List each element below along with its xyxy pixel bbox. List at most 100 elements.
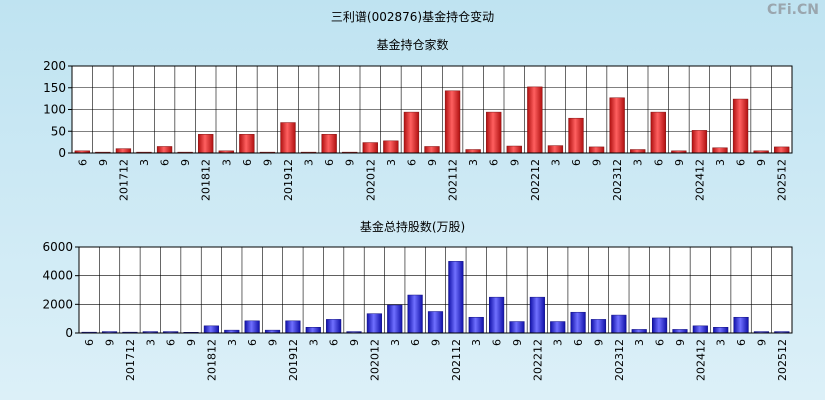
chart1-xtick-label: 201912 — [282, 159, 295, 201]
chart1-bar — [630, 149, 646, 154]
chart2-bar — [570, 311, 586, 334]
chart2-xtick-label: 9 — [755, 339, 768, 346]
chart2-bar — [244, 320, 260, 334]
chart2-xtick-label: 6 — [491, 339, 504, 346]
chart1-xtick-label: 9 — [261, 159, 274, 166]
chart1-xtick-label: 9 — [97, 159, 110, 166]
chart1-xtick-label: 201812 — [200, 159, 213, 201]
chart2-bar — [652, 317, 668, 334]
chart1-title: 基金持仓家数 — [376, 38, 449, 52]
chart2-xtick-label: 9 — [185, 339, 198, 346]
chart1-xtick-label: 3 — [714, 159, 727, 166]
chart2-bar — [489, 296, 505, 334]
chart1-bar — [239, 134, 255, 154]
chart1-bar — [609, 97, 625, 154]
chart2-ytick-label: 4000 — [42, 269, 73, 283]
chart2-xtick-label: 202512 — [776, 339, 789, 381]
chart2-xtick-label: 202412 — [694, 339, 707, 381]
chart1-xtick-label: 6 — [405, 159, 418, 166]
chart2-xtick-label: 201712 — [124, 339, 137, 381]
chart1-xtick-label: 9 — [344, 159, 357, 166]
chart1-bar — [444, 90, 461, 154]
chart2-xtick-label: 6 — [328, 339, 341, 346]
page-title: 三利谱(002876)基金持仓变动 — [330, 10, 495, 24]
chart2-ytick-label: 6000 — [42, 240, 73, 254]
chart1-bar — [465, 149, 481, 154]
chart1-xtick-label: 6 — [159, 159, 172, 166]
chart2-bar — [427, 311, 444, 334]
chart1-ytick-label: 50 — [51, 124, 66, 138]
chart1-xtick-label: 6 — [323, 159, 336, 166]
chart1-xtick-label: 6 — [488, 159, 501, 166]
chart1-bar — [383, 140, 399, 154]
chart1-xtick-label: 9 — [179, 159, 192, 166]
chart1-xtick-label: 9 — [591, 159, 604, 166]
chart1-xtick-label: 3 — [385, 159, 398, 166]
chart1-xtick-label: 3 — [467, 159, 480, 166]
chart2-xtick-label: 6 — [735, 339, 748, 346]
chart2-bar — [366, 313, 382, 334]
chart2-bar — [713, 327, 729, 334]
chart1-bar — [403, 111, 420, 154]
chart2-xtick-label: 9 — [592, 339, 605, 346]
chart1-bar — [650, 111, 666, 154]
chart1-xtick-label: 3 — [138, 159, 151, 166]
chart1-bar — [198, 134, 214, 154]
chart1-xtick-label: 202512 — [776, 159, 789, 201]
chart2-xtick-label: 9 — [511, 339, 524, 346]
chart1-bar — [424, 146, 440, 154]
chart2-bar — [468, 316, 484, 334]
chart1-xtick-label: 202112 — [447, 159, 460, 201]
chart1-bar — [691, 130, 708, 154]
chart1-bar — [280, 122, 296, 154]
chart2-xtick-label: 6 — [409, 339, 422, 346]
chart1-bar — [486, 111, 502, 154]
chart1-xtick-label: 6 — [241, 159, 254, 166]
chart1-bar — [732, 98, 749, 154]
chart2-bar — [692, 325, 708, 334]
chart1-xtick-label: 9 — [508, 159, 521, 166]
chart2-xtick-label: 6 — [572, 339, 585, 346]
chart1-bar — [506, 145, 522, 154]
chart1-bar — [115, 148, 132, 154]
chart2-xtick-label: 9 — [348, 339, 361, 346]
chart2-bar — [590, 319, 607, 334]
chart1-bar — [774, 146, 790, 154]
chart1-xtick-label: 6 — [652, 159, 665, 166]
chart1-xtick-label: 202312 — [611, 159, 624, 201]
chart2-title: 基金总持股数(万股) — [359, 220, 466, 234]
chart1-bar — [362, 142, 378, 154]
watermark-logo: CFi.CN — [767, 2, 819, 18]
chart2-bar — [407, 294, 423, 334]
chart2-xtick-label: 9 — [104, 339, 117, 346]
chart2-xtick-label: 6 — [246, 339, 259, 346]
chart2-xtick-label: 9 — [267, 339, 280, 346]
chart2-frame — [78, 246, 793, 334]
chart2-xtick-label: 3 — [552, 339, 565, 346]
chart1-xtick-label: 3 — [549, 159, 562, 166]
chart2-xtick-label: 201812 — [205, 339, 218, 381]
chart1-xtick-label: 3 — [220, 159, 233, 166]
chart1-xtick-label: 6 — [76, 159, 89, 166]
chart2-xtick-label: 3 — [307, 339, 320, 346]
chart2-xtick-label: 6 — [165, 339, 178, 346]
chart2-bar — [529, 296, 545, 334]
chart1-bar — [156, 146, 173, 154]
chart2-ytick-label: 2000 — [42, 297, 73, 311]
chart2-xtick-label: 6 — [83, 339, 96, 346]
chart2-ytick-label: 0 — [65, 326, 73, 340]
chart1-bar — [588, 146, 605, 154]
chart2-xtick-label: 3 — [633, 339, 646, 346]
chart1-frame — [71, 65, 793, 154]
chart1-xtick-label: 3 — [303, 159, 316, 166]
chart2-xtick-label: 201912 — [287, 339, 300, 381]
chart2-bar — [305, 327, 321, 334]
chart2-xtick-label: 3 — [144, 339, 157, 346]
chart2-bar — [285, 320, 301, 334]
chart2-xtick-label: 3 — [389, 339, 402, 346]
chart1-bar — [568, 117, 584, 154]
chart2-xtick-label: 6 — [654, 339, 667, 346]
chart2-xtick-label: 202312 — [613, 339, 626, 381]
chart1-xtick-label: 9 — [673, 159, 686, 166]
